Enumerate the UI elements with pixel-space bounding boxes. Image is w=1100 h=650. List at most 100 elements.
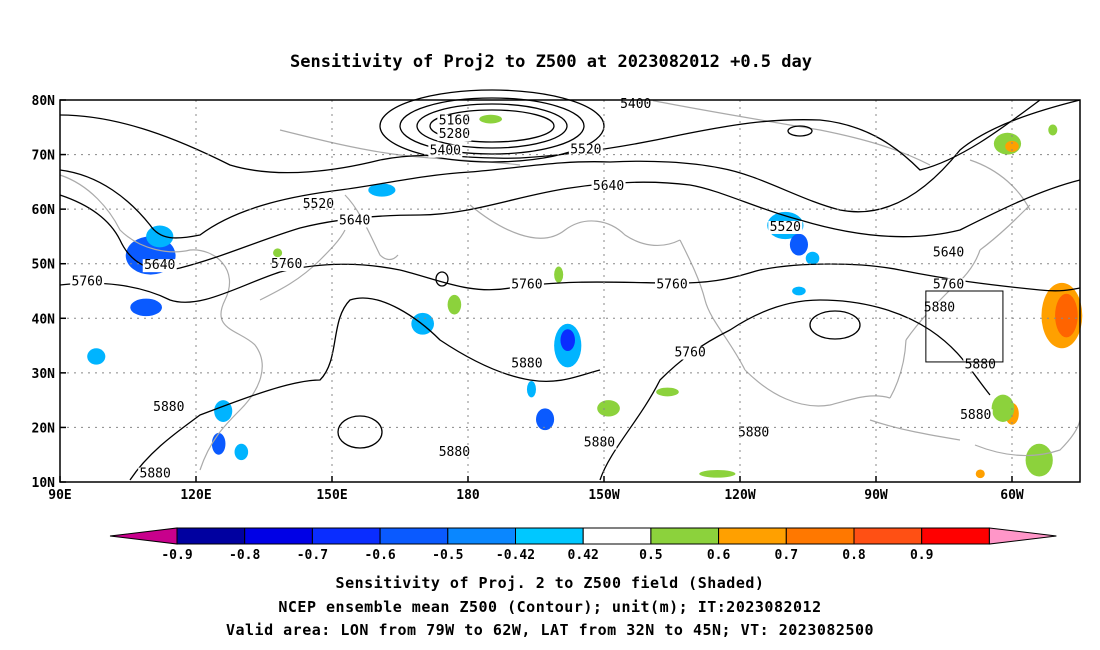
contour-label-bg [437, 128, 472, 142]
contour-label: 5880 [924, 301, 955, 316]
shaded-region-3 [87, 348, 106, 365]
contour-label: 5280 [439, 127, 470, 142]
shaded-region-8 [560, 329, 575, 352]
contour-label: 5400 [430, 144, 461, 159]
contour-label-bg [509, 357, 544, 371]
shaded-region-12 [211, 432, 226, 455]
lon-tick-label: 120W [724, 488, 755, 503]
lat-tick-label: 80N [32, 94, 56, 109]
shaded-region-19 [699, 469, 736, 478]
lat-tick-label: 20N [32, 421, 56, 436]
contour-label: 5880 [738, 426, 769, 441]
colorbar-tick-label: 0.6 [707, 548, 731, 563]
coastline-north-america-west [679, 239, 746, 371]
contour-5880-small-high [337, 415, 383, 449]
colorbar-segment [447, 527, 516, 545]
contour-label-bg [582, 436, 617, 450]
lat-lon-grid [59, 99, 1080, 483]
shaded-region-9 [536, 408, 555, 431]
contour-5760 [59, 263, 1081, 303]
contour-label: 5760 [511, 277, 542, 292]
contour-label: 5880 [584, 436, 615, 451]
shaded-region-21 [1005, 140, 1019, 152]
contour-label-bg [70, 275, 105, 289]
colorbar-segment [718, 527, 787, 545]
shaded-region-31 [1048, 124, 1058, 136]
colorbar: -0.9 -0.8 -0.7 -0.6 -0.5 -0.42 0.42 0.5 0.6 0.7 0.… [109, 527, 1057, 563]
shaded-region-30 [656, 387, 679, 397]
lat-tick-label: 50N [32, 258, 56, 273]
contour-label: 5640 [933, 246, 964, 261]
coastline-florida [889, 339, 907, 399]
coastline-south-america [974, 419, 1081, 457]
coastline-kamchatka [344, 194, 399, 261]
contour-label-bg [151, 401, 186, 415]
coastline-japan [259, 229, 346, 301]
contour-label: 5880 [965, 357, 996, 372]
contour-label-bg [768, 220, 803, 234]
lon-tick-label: 90W [864, 488, 888, 503]
lon-tick-label: 120E [180, 488, 211, 503]
lat-tick-label: 10N [32, 476, 56, 491]
coastline-east-asia [59, 174, 263, 471]
contour-label-bg [337, 214, 372, 228]
lon-tick-label: 150E [316, 488, 347, 503]
lon-tick-label: 60W [1000, 488, 1024, 503]
colorbar-segment [921, 527, 990, 545]
colorbar-tick-label: 0.8 [842, 548, 866, 563]
shaded-region-18 [792, 286, 806, 296]
contour-label: 5880 [140, 467, 171, 482]
contour-5760-small-low [435, 271, 449, 287]
shaded-region-16 [789, 233, 809, 256]
contour-label: 5760 [271, 257, 302, 272]
contour-label-bg [301, 198, 336, 212]
contour-label-bg [437, 445, 472, 459]
caption-line-2: NCEP ensemble mean Z500 (Contour); unit(… [278, 598, 822, 616]
contour-label-bg [437, 114, 472, 128]
shaded-region-27 [1025, 443, 1053, 477]
shaded-region-5 [447, 294, 462, 315]
colorbar-tick-label: -0.6 [364, 548, 395, 563]
lat-tick-label: 40N [32, 312, 56, 327]
contour-5880-west-pacific [129, 297, 601, 481]
lon-tick-label: 180 [456, 488, 480, 503]
colorbar-tick-label: -0.9 [161, 548, 192, 563]
colorbar-tick-label: 0.9 [910, 548, 933, 563]
figure-title: Sensitivity of Proj2 to Z500 at 20230820… [290, 52, 812, 72]
contour-label-bg [509, 278, 544, 292]
contour-label: 5520 [570, 142, 601, 157]
lat-tick-label: 60N [32, 203, 56, 218]
lon-tick-label: 90E [48, 488, 71, 503]
contour-label: 5760 [656, 277, 687, 292]
contour-label: 5400 [620, 97, 651, 112]
caption-line-3: Valid area: LON from 79W to 62W, LAT fro… [225, 621, 875, 639]
map-frame [59, 99, 1081, 483]
colorbar-segment [785, 527, 855, 545]
shaded-region-28 [975, 469, 985, 479]
shaded-region-29 [597, 400, 620, 417]
lat-tick-label: 30N [32, 367, 56, 382]
contour-5400-small-low [787, 125, 813, 137]
contour-5280-ring [399, 97, 585, 155]
colorbar-segment [853, 527, 923, 545]
shaded-region-2 [130, 298, 162, 317]
contour-label: 5640 [144, 258, 175, 273]
contour-5220-ring [416, 103, 568, 149]
colorbar-segment [379, 527, 449, 545]
contour-label-bg [269, 258, 304, 272]
shaded-region-23 [1055, 293, 1078, 338]
colorbar-tick-label: -0.8 [229, 548, 260, 563]
contour-label-bg [591, 180, 626, 194]
contour-5340-ring [379, 89, 605, 163]
contour-label: 5880 [960, 408, 991, 423]
shaded-region-11 [214, 400, 233, 422]
colorbar-segment [515, 527, 584, 545]
contour-label-bg [736, 426, 771, 440]
caption-line-1: Sensitivity of Proj. 2 to Z500 field (Sh… [335, 574, 765, 592]
shaded-region-33 [554, 266, 564, 283]
contour-label-bg [958, 409, 993, 423]
shaded-region-10 [526, 381, 536, 398]
contour-label: 5640 [593, 179, 624, 194]
